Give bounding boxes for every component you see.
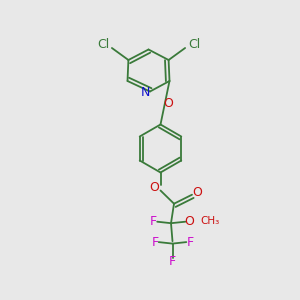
Text: O: O	[185, 214, 194, 228]
Text: O: O	[163, 97, 173, 110]
Text: Cl: Cl	[188, 38, 200, 51]
Text: O: O	[193, 186, 202, 200]
Text: Cl: Cl	[97, 38, 109, 51]
Text: N: N	[141, 86, 151, 99]
Text: F: F	[152, 236, 159, 249]
Text: F: F	[186, 236, 194, 249]
Text: F: F	[149, 215, 157, 228]
Text: F: F	[169, 255, 176, 268]
Text: CH₃: CH₃	[200, 216, 220, 226]
Text: O: O	[150, 181, 159, 194]
